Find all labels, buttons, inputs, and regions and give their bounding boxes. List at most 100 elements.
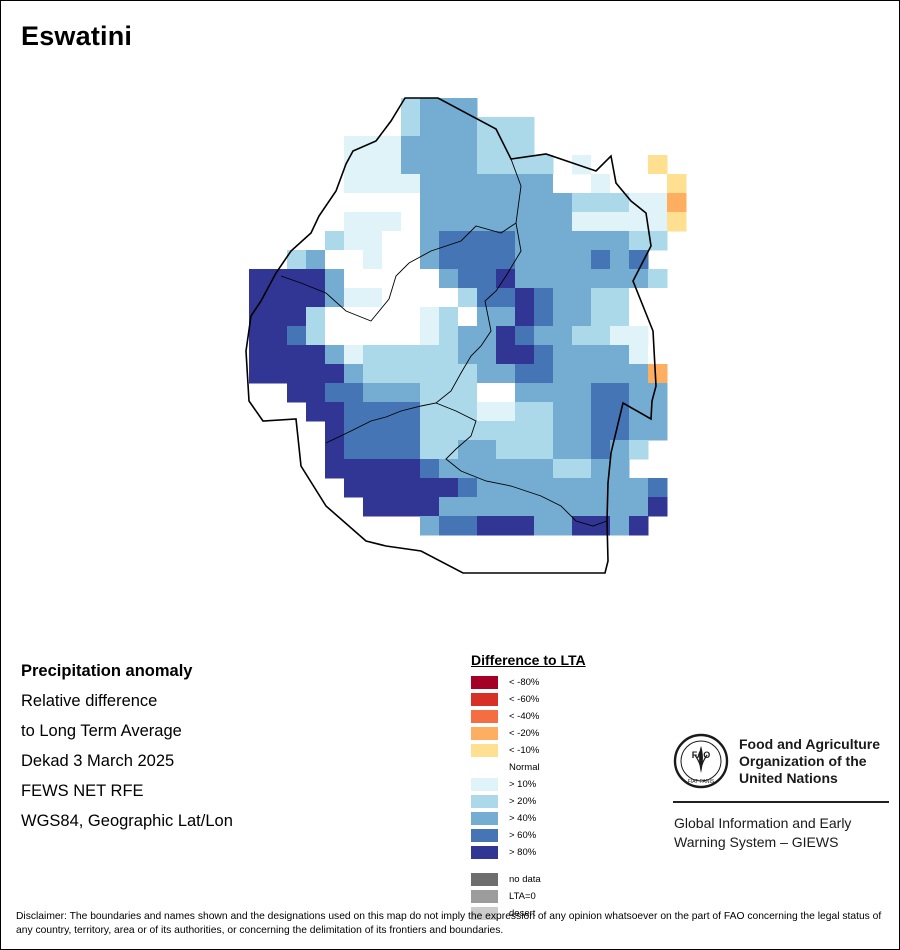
raster-cell	[648, 269, 668, 289]
raster-cell	[553, 326, 573, 346]
raster-cell	[363, 459, 383, 479]
legend-swatch	[471, 907, 498, 920]
raster-cell	[458, 250, 478, 270]
raster-cell	[667, 193, 687, 213]
raster-cell	[591, 307, 611, 327]
raster-cell	[325, 307, 345, 327]
raster-cell	[648, 421, 668, 441]
raster-cell	[325, 326, 345, 346]
raster-cell	[439, 288, 459, 308]
raster-cell	[401, 440, 421, 460]
raster-cell	[553, 516, 573, 536]
raster-cell	[629, 155, 649, 175]
region-boundary-central	[325, 222, 522, 444]
meta-line: Relative difference	[21, 692, 158, 710]
raster-cell	[629, 345, 649, 365]
legend-row: no data	[471, 871, 671, 888]
raster-cell	[382, 231, 402, 251]
legend-row: > 60%	[471, 827, 671, 844]
raster-cell	[458, 440, 478, 460]
raster-cell	[534, 250, 554, 270]
raster-cell	[648, 307, 668, 327]
raster-cell	[477, 421, 497, 441]
raster-cell	[439, 98, 459, 118]
raster-cell	[629, 516, 649, 536]
legend-items: < -80% < -60% < -40% < -20% < -10% Normal > 10…	[471, 674, 671, 861]
raster-cell	[439, 117, 459, 137]
raster-cell	[458, 269, 478, 289]
raster-cell	[344, 136, 364, 156]
raster-cell	[591, 459, 611, 479]
raster-cell	[344, 478, 364, 498]
raster-cell	[344, 269, 364, 289]
raster-cell	[363, 345, 383, 365]
raster-cell	[420, 478, 440, 498]
raster-cell	[648, 193, 668, 213]
legend-swatch	[471, 710, 498, 723]
raster-cell	[325, 421, 345, 441]
raster-cell	[439, 136, 459, 156]
raster-cell	[306, 364, 326, 384]
raster-cell	[458, 136, 478, 156]
raster-cell	[496, 516, 516, 536]
raster-cell	[648, 383, 668, 403]
legend-row: < -10%	[471, 742, 671, 759]
raster-cell	[306, 250, 326, 270]
raster-cell	[477, 402, 497, 422]
legend: Difference to LTA < -80% < -60% < -40% < -2…	[471, 652, 671, 922]
legend-extra: no data LTA=0 desert	[471, 871, 671, 922]
raster-cell	[648, 402, 668, 422]
raster-cell	[382, 478, 402, 498]
raster-cell	[382, 288, 402, 308]
raster-cell	[610, 250, 630, 270]
raster-cell	[610, 459, 630, 479]
raster-cell	[553, 497, 573, 517]
raster-cell	[629, 174, 649, 194]
raster-cell	[496, 326, 516, 346]
raster-cell	[610, 364, 630, 384]
fao-logo-text: FAO	[692, 750, 711, 760]
raster-cell	[477, 212, 497, 232]
raster-cell	[458, 478, 478, 498]
raster-cell	[420, 497, 440, 517]
raster-cell	[534, 421, 554, 441]
raster-cell	[306, 383, 326, 403]
raster-cell	[363, 497, 383, 517]
raster-cell	[515, 288, 535, 308]
meta-heading: Precipitation anomaly	[21, 662, 193, 680]
raster-cell	[439, 307, 459, 327]
raster-cell	[553, 459, 573, 479]
raster-cell	[496, 421, 516, 441]
legend-row: desert	[471, 905, 671, 922]
raster-grid	[249, 98, 687, 536]
raster-cell	[420, 193, 440, 213]
raster-cell	[496, 307, 516, 327]
raster-cell	[306, 345, 326, 365]
raster-cell	[401, 136, 421, 156]
raster-cell	[515, 193, 535, 213]
raster-cell	[534, 345, 554, 365]
raster-cell	[382, 193, 402, 213]
raster-cell	[306, 307, 326, 327]
raster-cell	[439, 459, 459, 479]
raster-cell	[496, 193, 516, 213]
legend-label: > 60%	[509, 830, 537, 841]
raster-cell	[572, 402, 592, 422]
raster-cell	[382, 383, 402, 403]
raster-cell	[648, 155, 668, 175]
legend-swatch	[471, 778, 498, 791]
raster-cell	[458, 98, 478, 118]
raster-cell	[325, 459, 345, 479]
raster-cell	[648, 497, 668, 517]
raster-cell	[667, 212, 687, 232]
raster-cell	[553, 288, 573, 308]
raster-cell	[572, 250, 592, 270]
raster-cell	[382, 269, 402, 289]
raster-cell	[401, 326, 421, 346]
raster-cell	[610, 421, 630, 441]
raster-cell	[629, 193, 649, 213]
raster-cell	[496, 136, 516, 156]
raster-cell	[401, 250, 421, 270]
legend-label: < -20%	[509, 728, 540, 739]
raster-cell	[477, 288, 497, 308]
